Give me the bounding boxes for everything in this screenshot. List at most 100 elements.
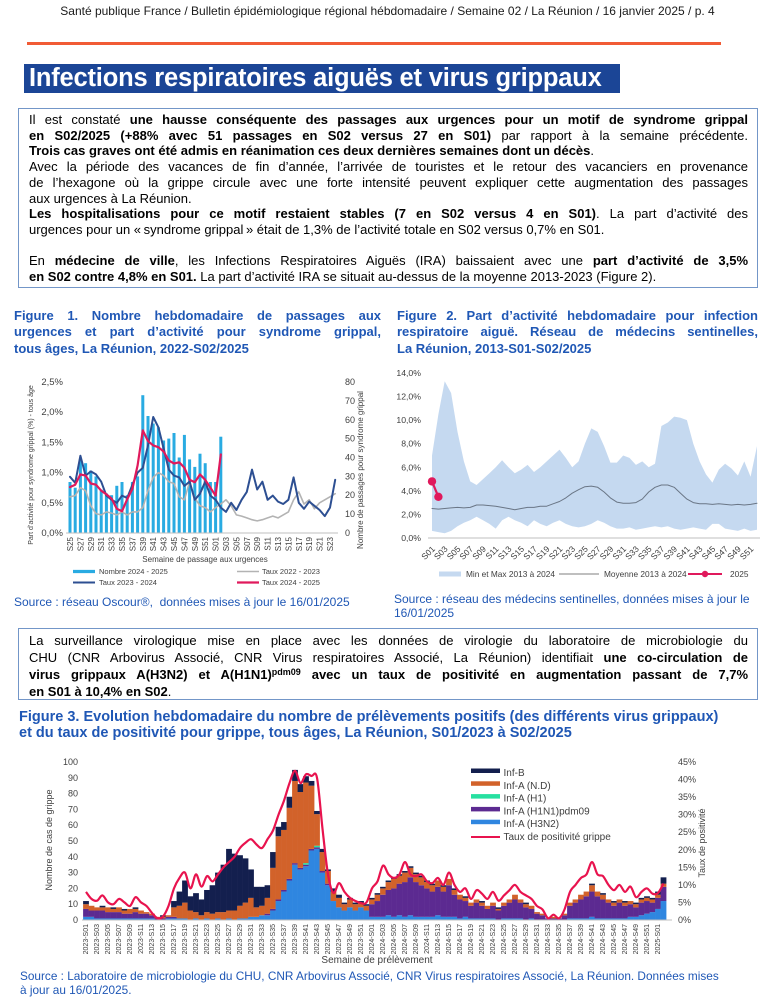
svg-text:2024-S15: 2024-S15 [446,924,453,954]
svg-text:S51: S51 [201,536,210,551]
svg-text:40: 40 [345,453,355,463]
svg-text:2024-S41: 2024-S41 [589,924,596,954]
svg-text:30%: 30% [678,810,696,820]
svg-text:2,5%: 2,5% [41,377,63,388]
svg-text:2024-S17: 2024-S17 [457,924,464,954]
svg-text:2023-S25: 2023-S25 [215,924,222,954]
svg-text:10: 10 [345,509,355,519]
svg-text:2024-S09: 2024-S09 [413,924,420,954]
svg-text:90: 90 [68,773,78,783]
svg-text:70: 70 [345,396,355,406]
svg-text:2024-S01: 2024-S01 [369,924,376,954]
svg-text:Inf-A (N.D): Inf-A (N.D) [504,781,551,792]
svg-text:Taux de positivité grippe: Taux de positivité grippe [504,832,612,843]
svg-text:2023-S43: 2023-S43 [314,924,321,954]
svg-text:2024-S25: 2024-S25 [501,924,508,954]
svg-text:Inf-A (H3N2): Inf-A (H3N2) [504,819,560,830]
svg-text:2025: 2025 [730,569,749,579]
svg-text:Nombre de cas de grippe: Nombre de cas de grippe [44,789,54,890]
svg-text:2023-S49: 2023-S49 [347,924,354,954]
svg-text:50: 50 [68,836,78,846]
svg-text:40%: 40% [678,775,696,785]
svg-text:S37: S37 [128,536,137,551]
svg-text:20%: 20% [678,845,696,855]
svg-text:2024-S45: 2024-S45 [611,924,618,954]
svg-text:2024-S31: 2024-S31 [534,924,541,954]
svg-text:2024-S37: 2024-S37 [567,924,574,954]
svg-text:70: 70 [68,804,78,814]
svg-text:S09: S09 [253,536,262,551]
svg-text:2023-S47: 2023-S47 [336,924,343,954]
svg-text:2023-S03: 2023-S03 [94,924,101,954]
svg-text:Taux 2024 - 2025: Taux 2024 - 2025 [262,578,320,587]
svg-text:S15: S15 [284,536,293,551]
svg-text:2024-S29: 2024-S29 [523,924,530,954]
svg-text:0,0%: 0,0% [401,533,421,543]
svg-text:10: 10 [68,899,78,909]
svg-text:2024-S21: 2024-S21 [479,924,486,954]
svg-text:S17: S17 [295,536,304,551]
svg-text:2023-S01: 2023-S01 [83,924,90,954]
svg-text:S45: S45 [170,536,179,551]
svg-text:2024-S43: 2024-S43 [600,924,607,954]
svg-text:S33: S33 [108,536,117,551]
svg-text:2023-S31: 2023-S31 [248,924,255,954]
svg-text:2023-S09: 2023-S09 [127,924,134,954]
svg-text:S11: S11 [264,536,273,550]
svg-text:0%: 0% [678,915,691,925]
svg-text:2,0%: 2,0% [401,509,421,519]
svg-text:2024-S33: 2024-S33 [545,924,552,954]
svg-text:Min et Max 2013 à 2024: Min et Max 2013 à 2024 [466,569,555,579]
svg-text:2023-S23: 2023-S23 [204,924,211,954]
svg-text:0,5%: 0,5% [41,498,63,509]
svg-text:Part d’activité pour syndrome: Part d’activité pour syndrome grippal (%… [28,385,35,545]
svg-text:S51: S51 [738,544,756,562]
svg-text:20: 20 [68,883,78,893]
svg-text:Nombre de passages pour syndro: Nombre de passages pour syndrome grippal [356,391,365,549]
svg-text:S41: S41 [149,536,158,551]
svg-text:Semaine de passage aux urgence: Semaine de passage aux urgences [142,555,267,564]
svg-text:S07: S07 [243,536,252,551]
svg-text:6,0%: 6,0% [401,462,421,472]
svg-text:25%: 25% [678,827,696,837]
svg-text:40: 40 [68,852,78,862]
svg-text:14,0%: 14,0% [396,368,421,378]
svg-text:2023-S41: 2023-S41 [303,924,310,954]
svg-text:S47: S47 [180,536,189,551]
svg-text:S27: S27 [76,536,85,551]
svg-text:10,0%: 10,0% [396,415,421,425]
svg-text:2024-S27: 2024-S27 [512,924,519,954]
svg-text:0,0%: 0,0% [41,528,63,539]
svg-text:0: 0 [73,915,78,925]
svg-text:2023-S35: 2023-S35 [270,924,277,954]
svg-text:30: 30 [68,868,78,878]
svg-text:S05: S05 [232,536,241,551]
svg-text:Taux 2023 - 2024: Taux 2023 - 2024 [99,578,157,587]
svg-text:2023-S21: 2023-S21 [193,924,200,954]
svg-text:2024-S35: 2024-S35 [556,924,563,954]
svg-text:2025-S01: 2025-S01 [655,924,662,954]
svg-text:Taux de positivité: Taux de positivité [697,808,707,877]
svg-text:2024-S23: 2024-S23 [490,924,497,954]
svg-text:2024-S47: 2024-S47 [622,924,629,954]
svg-text:2024-S13: 2024-S13 [435,924,442,954]
svg-text:2023-S33: 2023-S33 [259,924,266,954]
svg-text:2024-S19: 2024-S19 [468,924,475,954]
svg-text:1,5%: 1,5% [41,437,63,448]
svg-text:45%: 45% [678,757,696,767]
svg-text:2024-S05: 2024-S05 [391,924,398,954]
svg-text:2023-S51: 2023-S51 [358,924,365,954]
svg-text:Nombre 2024 - 2025: Nombre 2024 - 2025 [99,567,168,576]
svg-text:S31: S31 [97,536,106,551]
svg-text:Semaine de prélèvement: Semaine de prélèvement [321,955,432,966]
svg-text:2024-S51: 2024-S51 [644,924,651,954]
svg-text:2023-S45: 2023-S45 [325,924,332,954]
svg-text:S19: S19 [305,536,314,551]
svg-text:5%: 5% [678,897,691,907]
svg-text:S21: S21 [316,536,325,551]
svg-text:2023-S07: 2023-S07 [116,924,123,954]
svg-text:2023-S39: 2023-S39 [292,924,299,954]
svg-text:8,0%: 8,0% [401,439,421,449]
svg-text:Inf-A (H1): Inf-A (H1) [504,794,547,805]
svg-text:60: 60 [68,820,78,830]
